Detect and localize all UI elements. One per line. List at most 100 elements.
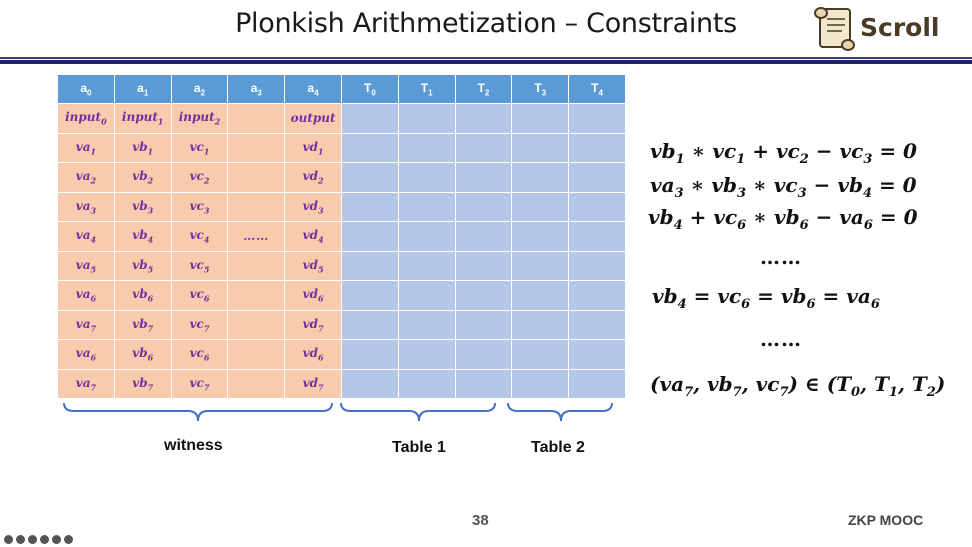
table-cell: [568, 191, 626, 222]
witness-cell: vd7: [284, 368, 342, 399]
table-cell: [397, 162, 456, 193]
table-cell: [511, 191, 570, 222]
table-cell: [568, 309, 626, 340]
witness-cell: [227, 309, 286, 340]
table-cell: [397, 191, 456, 222]
witness-cell: [227, 191, 286, 222]
table-cell: [340, 309, 399, 340]
witness-cell: va4: [57, 221, 115, 252]
witness-cell: va3: [57, 191, 115, 222]
table1-label: Table 1: [392, 439, 446, 456]
table-row: va1 vb1 vc1 vd1: [57, 132, 626, 163]
title-divider-thick: [0, 60, 972, 64]
witness-cell: vc1: [170, 132, 229, 163]
column-header-T2: T2: [454, 74, 513, 104]
table-cell: [568, 162, 626, 193]
witness-cell: va7: [57, 309, 115, 340]
witness-cell: vd5: [284, 250, 342, 281]
witness-label: witness: [164, 437, 223, 454]
witness-cell: va5: [57, 250, 115, 281]
ellipsis-1: ……: [760, 245, 802, 269]
table-cell: [454, 191, 513, 222]
witness-cell: [227, 250, 286, 281]
witness-cell: vb2: [113, 162, 172, 193]
table-cell: [568, 250, 626, 281]
table-cell: [568, 103, 626, 134]
presentation-controls[interactable]: [4, 535, 73, 544]
witness-cell: [227, 368, 286, 399]
witness-cell: vc4: [170, 221, 229, 252]
table2-label: Table 2: [531, 439, 585, 456]
column-header-T3: T3: [511, 74, 570, 104]
witness-cell: [227, 280, 286, 311]
table-cell: [397, 339, 456, 370]
logo-text: Scroll: [860, 13, 940, 42]
witness-cell: va6: [57, 339, 115, 370]
witness-cell: va1: [57, 132, 115, 163]
table-cell: [511, 162, 570, 193]
table-cell: [511, 339, 570, 370]
copy-constraint-equation: vb4 = vc6 = vb6 = va6: [652, 284, 880, 312]
table-cell: [397, 309, 456, 340]
witness-cell: vd6: [284, 339, 342, 370]
table-row: va4 vb4 vc4…… vd4: [57, 221, 626, 252]
witness-cell: [227, 339, 286, 370]
zoom-icon[interactable]: [52, 535, 61, 544]
witness-cell: [227, 132, 286, 163]
prev-icon[interactable]: [4, 535, 13, 544]
table-cell: [340, 339, 399, 370]
witness-cell: vc3: [170, 191, 229, 222]
table-cell: [454, 280, 513, 311]
table-cell: [340, 221, 399, 252]
table-cell: [511, 103, 570, 134]
witness-cell: [227, 162, 286, 193]
more-icon[interactable]: [64, 535, 73, 544]
table-cell: [454, 221, 513, 252]
witness-cell: vb7: [113, 368, 172, 399]
table-cell: [454, 162, 513, 193]
table-cell: [511, 132, 570, 163]
table-cell: [340, 191, 399, 222]
witness-cell: [227, 103, 286, 134]
next-icon[interactable]: [16, 535, 25, 544]
witness-cell: vb6: [113, 339, 172, 370]
table-cell: [454, 309, 513, 340]
table-cell: [397, 132, 456, 163]
table-cell: [397, 280, 456, 311]
witness-cell: vd2: [284, 162, 342, 193]
witness-cell: vc6: [170, 280, 229, 311]
column-header-a2: a2: [170, 74, 229, 104]
witness-cell: vb3: [113, 191, 172, 222]
grid-icon[interactable]: [40, 535, 49, 544]
table-cell: [568, 368, 626, 399]
lookup-constraint-equation: (va7, vb7, vc7) ∈ (T0, T1, T2): [650, 372, 946, 400]
witness-cell: ……: [227, 221, 286, 252]
table-row: va7 vb7 vc7 vd7: [57, 309, 626, 340]
table-row: va5 vb5 vc5 vd5: [57, 250, 626, 281]
table-cell: [397, 103, 456, 134]
table-cell: [397, 250, 456, 281]
table1-brace: [340, 402, 496, 422]
witness-cell: vc5: [170, 250, 229, 281]
scroll-logo: Scroll: [812, 5, 939, 53]
witness-cell: output: [284, 103, 342, 134]
table-cell: [397, 221, 456, 252]
witness-cell: vb5: [113, 250, 172, 281]
witness-cell: vd1: [284, 132, 342, 163]
table-header-row: a0 a1 a2 a3 a4 T0 T1 T2 T3 T4: [57, 74, 626, 104]
table-cell: [568, 132, 626, 163]
constraint-equation-2: va3 ∗ vb3 ∗ vc3 − vb4 = 0: [650, 173, 917, 201]
witness-cell: vb7: [113, 309, 172, 340]
table-cell: [340, 368, 399, 399]
table-cell: [568, 339, 626, 370]
witness-cell: vd7: [284, 309, 342, 340]
plonkish-table: a0 a1 a2 a3 a4 T0 T1 T2 T3 T4 input0 input1 input2 o…: [57, 74, 626, 399]
constraint-equation-1: vb1 ∗ vc1 + vc2 − vc3 = 0: [650, 139, 917, 167]
column-header-T4: T4: [568, 74, 626, 104]
table-cell: [511, 309, 570, 340]
witness-cell: vb6: [113, 280, 172, 311]
table-cell: [568, 221, 626, 252]
table-cell: [511, 221, 570, 252]
pen-icon[interactable]: [28, 535, 37, 544]
witness-cell: va2: [57, 162, 115, 193]
